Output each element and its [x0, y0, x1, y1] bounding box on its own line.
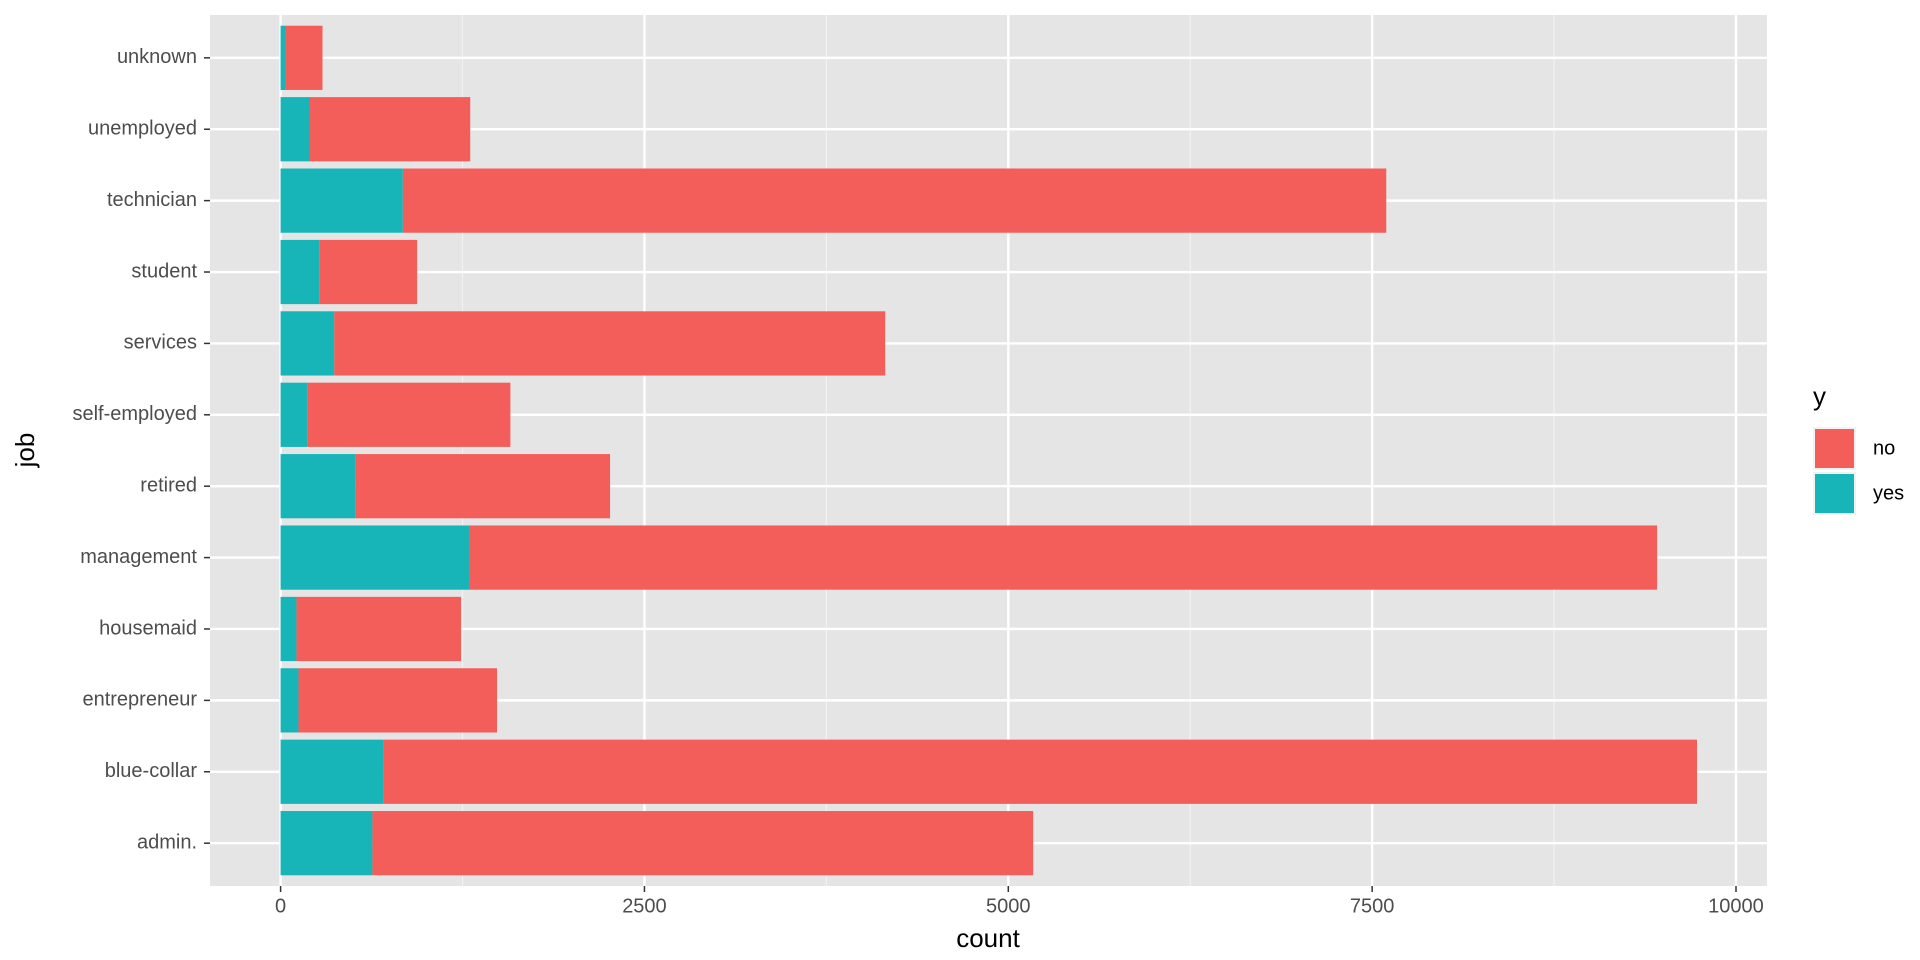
legend-key	[1815, 474, 1854, 513]
bar	[280, 525, 470, 590]
bar	[280, 25, 286, 90]
bar	[334, 311, 886, 376]
bar	[298, 668, 498, 733]
y-tick-label: unemployed	[88, 118, 197, 140]
y-tick-label: unknown	[117, 46, 197, 68]
x-tick-label: 5000	[986, 895, 1031, 917]
bar	[280, 668, 299, 733]
y-tick-label: entrepreneur	[82, 689, 197, 711]
legend-key	[1815, 429, 1854, 468]
bar	[280, 311, 335, 376]
bar	[402, 168, 1387, 233]
legend-label: yes	[1873, 482, 1904, 504]
bar	[280, 739, 384, 804]
bar	[296, 596, 462, 662]
x-tick-label: 10000	[1708, 895, 1764, 917]
y-axis-title: job	[10, 433, 40, 469]
legend-label: no	[1873, 437, 1895, 459]
x-tick-label: 7500	[1350, 895, 1395, 917]
y-tick-label: self-employed	[72, 403, 197, 425]
legend-title: y	[1813, 381, 1826, 411]
bar	[307, 382, 511, 447]
bar	[319, 239, 418, 305]
y-tick-label: housemaid	[99, 617, 197, 639]
bar	[469, 525, 1658, 590]
y-tick-label: retired	[140, 474, 197, 496]
bar	[280, 239, 320, 305]
bar	[280, 454, 356, 519]
y-tick-label: blue-collar	[105, 760, 198, 782]
y-tick-label: services	[124, 332, 197, 354]
x-tick-label: 2500	[622, 895, 667, 917]
bar	[285, 25, 323, 90]
y-tick-label: student	[131, 260, 197, 282]
bar	[280, 596, 297, 662]
y-tick-label: technician	[107, 189, 197, 211]
x-axis-title: count	[956, 923, 1020, 953]
bar	[309, 97, 471, 162]
bar	[355, 454, 611, 519]
bar	[383, 739, 1697, 804]
y-tick-label: management	[80, 546, 197, 568]
x-tick-label: 0	[275, 895, 286, 917]
bar	[280, 811, 373, 876]
bar	[280, 382, 308, 447]
bar	[372, 811, 1034, 876]
bar	[280, 97, 310, 162]
y-tick-label: admin.	[137, 831, 197, 853]
bar	[280, 168, 403, 233]
